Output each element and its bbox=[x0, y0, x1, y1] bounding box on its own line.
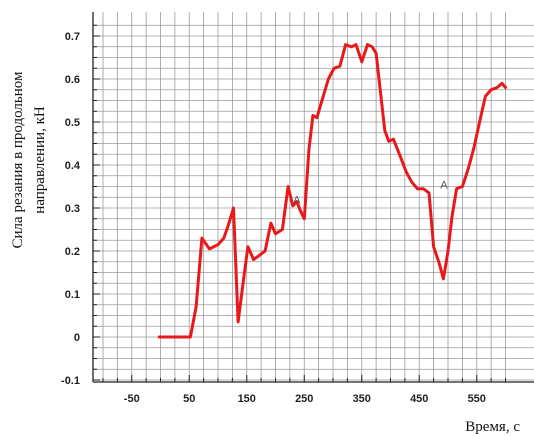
y-tick-label: 0.3 bbox=[65, 203, 80, 215]
y-tick-label: 0.7 bbox=[65, 31, 80, 43]
x-tick-label: 50 bbox=[183, 393, 195, 405]
y-tick-label: -0.1 bbox=[61, 375, 80, 387]
y-axis-title-line: направлении, кН bbox=[32, 106, 48, 214]
x-tick-label: 550 bbox=[468, 393, 486, 405]
gridlines bbox=[93, 12, 534, 382]
y-axis-title: Сила резания в продольном направлении, кН bbox=[10, 71, 48, 248]
data-line bbox=[157, 43, 507, 339]
y-tick-label: 0.1 bbox=[65, 289, 80, 301]
x-tick-label: -50 bbox=[124, 393, 140, 405]
series-group bbox=[157, 43, 507, 339]
x-tick-label: 150 bbox=[238, 393, 256, 405]
y-tick-label: 0.5 bbox=[65, 117, 80, 129]
axis-ticks bbox=[93, 24, 506, 382]
x-tick-label: 350 bbox=[353, 393, 371, 405]
y-tick-label: 0 bbox=[74, 332, 80, 344]
y-tick-label: 0.6 bbox=[65, 74, 80, 86]
x-axis-title: Время, с bbox=[465, 419, 520, 435]
annotation-label: A bbox=[293, 195, 301, 207]
y-tick-label: 0.2 bbox=[65, 246, 80, 258]
x-tick-labels: -50 50 150 250 350 450 550 bbox=[124, 393, 486, 405]
y-tick-label: 0.4 bbox=[65, 160, 81, 172]
x-tick-label: 250 bbox=[295, 393, 313, 405]
axes bbox=[92, 12, 534, 383]
y-axis-title-line: Сила резания в продольном bbox=[10, 71, 26, 248]
annotations: AA bbox=[293, 180, 448, 207]
annotation-label: A bbox=[440, 180, 448, 192]
y-tick-labels: -0.1 0 0.1 0.2 0.3 0.4 0.5 0.6 0.7 bbox=[61, 31, 81, 387]
x-tick-label: 450 bbox=[410, 393, 428, 405]
